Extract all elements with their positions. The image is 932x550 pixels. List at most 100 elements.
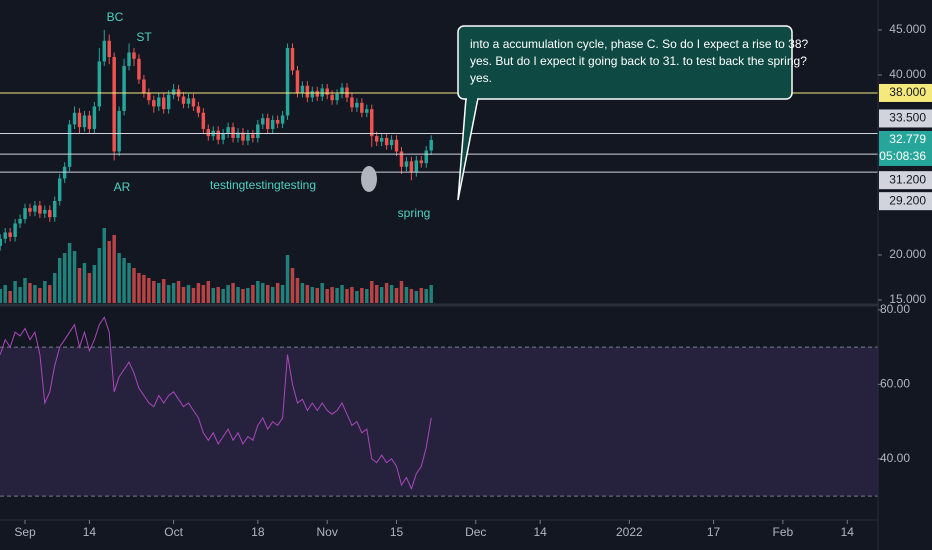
volume-bar [62, 253, 67, 303]
volume-bar [424, 289, 428, 303]
candle-body [77, 112, 82, 128]
callout-joint [467, 95, 477, 101]
volume-bar [360, 288, 364, 303]
candle-body [166, 94, 171, 110]
candle-body [256, 124, 260, 138]
volume-bar [57, 258, 62, 303]
volume-bar [132, 268, 136, 303]
level-label-bg [879, 171, 932, 190]
volume-bar [345, 289, 349, 303]
volume-bar [320, 283, 324, 303]
candle-body [127, 52, 131, 66]
x-tick-label: 14 [533, 525, 547, 539]
candle-body [231, 127, 235, 138]
volume-bar [147, 278, 151, 303]
volume-bar [355, 291, 359, 303]
candle-body [330, 94, 334, 101]
candle-body [43, 209, 47, 214]
callout: into a accumulation cycle, phase C. So d… [457, 25, 809, 201]
volume-bar [161, 279, 166, 303]
candle-body [241, 132, 245, 141]
volume-bar [107, 241, 111, 303]
candle-body [270, 119, 275, 129]
volume-bar [171, 283, 176, 303]
candle-body [171, 89, 176, 95]
volume-bar [92, 265, 97, 303]
volume-bar [102, 228, 107, 303]
rsi-band [0, 347, 878, 497]
volume-bar [117, 253, 121, 303]
level-label: 38.000 [889, 85, 926, 99]
candle-body [38, 205, 42, 214]
candle-body [394, 139, 399, 152]
volume-bar [275, 283, 280, 303]
candle-body [53, 200, 57, 218]
candle-body [0, 238, 2, 246]
volume-bar [394, 288, 399, 303]
candle-body [3, 232, 7, 239]
volume-bar [429, 285, 433, 303]
volume-bar [285, 255, 290, 303]
candle-body [365, 109, 369, 113]
y-tick-label: 40.000 [889, 67, 926, 81]
candle-body [315, 91, 320, 97]
candle-body [137, 58, 141, 80]
candle-body [389, 139, 394, 146]
candle-body [48, 209, 52, 218]
volume-bar [399, 281, 404, 303]
candle-body [261, 118, 265, 125]
volume-bar [186, 285, 191, 303]
volume-bar [191, 288, 196, 303]
callout-text: yes. [470, 71, 492, 85]
volume-bar [0, 289, 2, 303]
x-tick-label: 15 [390, 525, 404, 539]
candle-body [28, 208, 32, 212]
volume-bar [384, 283, 389, 303]
x-tick-label: Oct [164, 525, 183, 539]
candle-body [147, 92, 151, 101]
annotation: testingtestingtesting [210, 178, 316, 192]
candle-body [87, 115, 92, 129]
last-price-bg [879, 130, 932, 166]
volume-bar [226, 285, 230, 303]
volume-bar [270, 287, 275, 303]
volume-bar [300, 283, 305, 303]
candle-body [419, 160, 424, 164]
callout-box [457, 25, 793, 100]
candle-body [161, 97, 166, 110]
volume-bar [330, 287, 334, 303]
candle-body [216, 130, 220, 140]
volume-bar [290, 268, 295, 303]
candle-body [72, 112, 77, 125]
candle-body [102, 40, 107, 62]
annotation: AR [114, 180, 131, 194]
volume-bar [77, 268, 82, 303]
level-label: 29.200 [889, 193, 926, 207]
candle-body [340, 87, 344, 94]
level-label-bg [879, 109, 932, 128]
volume-bar [211, 288, 215, 303]
volume-bar [3, 285, 7, 303]
candle-body [404, 161, 409, 167]
volume-bar [310, 287, 315, 303]
y-tick-label: 20.000 [889, 247, 926, 261]
volume-bar [127, 263, 131, 303]
candle-body [8, 232, 12, 237]
volume-bar [72, 251, 77, 303]
candle-body [370, 109, 374, 137]
x-tick-label: 14 [841, 525, 855, 539]
volume-bar [13, 281, 17, 303]
rsi-tick-label: 60.00 [880, 377, 910, 391]
x-tick-label: Feb [773, 525, 794, 539]
level-label-bg [879, 192, 932, 211]
volume-bar [280, 285, 285, 303]
candle-body [67, 124, 72, 167]
candle-body [251, 134, 255, 138]
volume-bar [48, 285, 52, 303]
candle-body [409, 161, 414, 173]
callout-text: into a accumulation cycle, phase C. So d… [470, 37, 809, 51]
volume-bar [43, 281, 47, 303]
volume-bar [414, 291, 419, 303]
candle-body [18, 218, 22, 224]
